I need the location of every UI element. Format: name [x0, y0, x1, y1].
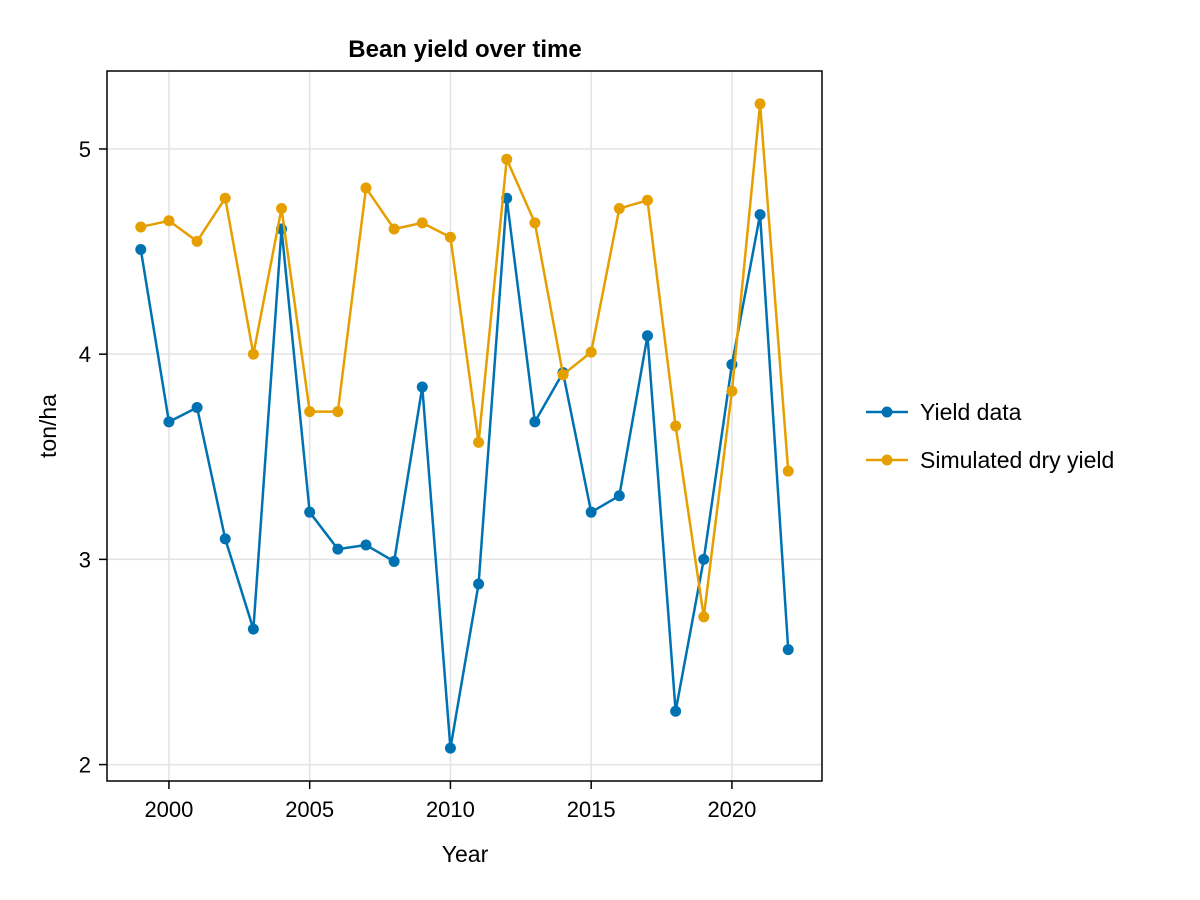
y-tick-label: 4 — [79, 342, 91, 367]
data-point — [247, 623, 259, 635]
x-axis-label: Year — [442, 841, 489, 867]
data-point — [782, 465, 794, 477]
x-axis: 2000 2005 2010 2015 2020 — [144, 781, 756, 822]
legend-item: Simulated dry yield — [866, 447, 1114, 473]
data-point — [191, 235, 203, 247]
series-line — [139, 196, 790, 750]
data-point — [670, 705, 682, 717]
data-point — [163, 215, 175, 227]
legend-item: Yield data — [866, 399, 1022, 425]
data-point — [473, 436, 485, 448]
legend-label: Yield data — [920, 399, 1022, 425]
data-point — [304, 506, 316, 518]
data-point — [613, 202, 625, 214]
x-tick-label: 2010 — [426, 797, 475, 822]
data-point — [698, 553, 710, 565]
legend-marker — [881, 454, 893, 466]
data-point — [416, 217, 428, 229]
data-point — [557, 369, 569, 381]
series-line — [140, 102, 790, 619]
plot-frame — [106, 70, 823, 782]
data-point — [276, 202, 288, 214]
data-point — [388, 223, 400, 235]
data-point — [219, 533, 231, 545]
data-point — [219, 192, 231, 204]
legend: Yield data Simulated dry yield — [866, 399, 1114, 473]
data-point — [782, 644, 794, 656]
data-point — [416, 381, 428, 393]
data-point — [529, 416, 541, 428]
data-point — [247, 348, 259, 360]
series-layer — [135, 98, 794, 754]
data-point — [754, 98, 766, 110]
data-point — [641, 194, 653, 206]
data-point — [501, 153, 513, 165]
data-point — [332, 543, 344, 555]
data-point — [360, 182, 372, 194]
data-point — [332, 406, 344, 418]
data-point — [670, 420, 682, 432]
x-tick-label: 2000 — [144, 797, 193, 822]
data-point — [585, 346, 597, 358]
data-point — [444, 742, 456, 754]
data-point — [529, 217, 541, 229]
y-axis: 2 3 4 5 — [79, 137, 107, 778]
series-2 — [135, 98, 794, 623]
data-point — [191, 402, 203, 414]
y-tick-label: 3 — [79, 547, 91, 572]
data-point — [135, 244, 147, 256]
y-axis-label: ton/ha — [35, 394, 61, 458]
data-point — [641, 330, 653, 342]
y-tick-label: 5 — [79, 137, 91, 162]
data-point — [754, 209, 766, 221]
data-point — [163, 416, 175, 428]
x-tick-label: 2005 — [285, 797, 334, 822]
data-point — [135, 221, 147, 233]
data-point — [360, 539, 372, 551]
x-tick-label: 2020 — [707, 797, 756, 822]
legend-label: Simulated dry yield — [920, 447, 1114, 473]
chart-title: Bean yield over time — [348, 36, 581, 63]
data-point — [726, 385, 738, 397]
y-tick-label: 2 — [79, 753, 91, 778]
legend-marker — [881, 406, 893, 418]
data-point — [585, 506, 597, 518]
x-tick-label: 2015 — [567, 797, 616, 822]
data-point — [698, 611, 710, 623]
data-point — [304, 406, 316, 418]
data-point — [444, 231, 456, 243]
grid — [107, 71, 822, 781]
data-point — [388, 555, 400, 567]
data-point — [473, 578, 485, 590]
data-point — [613, 490, 625, 502]
series-1 — [135, 192, 794, 754]
